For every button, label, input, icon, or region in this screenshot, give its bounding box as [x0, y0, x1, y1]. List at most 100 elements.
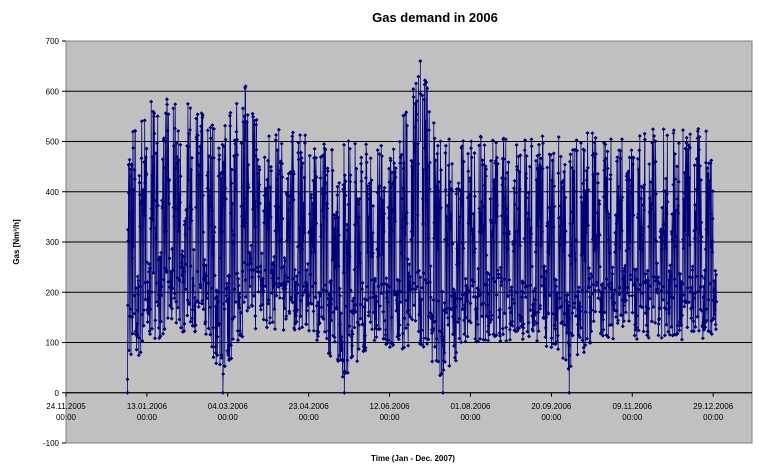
data-point	[339, 311, 343, 316]
data-point	[288, 297, 293, 302]
data-point	[428, 264, 433, 269]
data-point	[325, 206, 330, 211]
data-point	[705, 166, 710, 171]
data-point	[657, 281, 662, 286]
data-point	[713, 322, 718, 327]
data-point	[235, 271, 240, 276]
data-point	[220, 229, 225, 234]
data-point	[694, 157, 699, 161]
data-point	[526, 320, 531, 325]
data-point	[501, 332, 506, 337]
data-point	[409, 237, 414, 242]
data-point	[504, 325, 509, 330]
data-point	[432, 220, 437, 225]
data-point	[643, 271, 648, 276]
data-point	[536, 168, 541, 173]
data-point	[436, 359, 441, 364]
data-point	[401, 166, 406, 171]
data-point	[637, 246, 642, 251]
data-point	[687, 275, 692, 279]
x-tick-label-time: 00:00	[703, 413, 724, 422]
data-point	[587, 276, 592, 281]
data-point	[658, 235, 663, 240]
data-point	[598, 309, 603, 314]
data-point	[685, 286, 690, 291]
data-point	[593, 288, 598, 293]
data-point	[456, 260, 461, 265]
data-point	[384, 276, 389, 281]
data-point	[305, 282, 310, 287]
data-point	[434, 213, 439, 218]
data-point	[441, 390, 445, 395]
data-point	[130, 331, 135, 336]
data-point	[547, 251, 551, 256]
data-point	[237, 291, 242, 296]
data-point	[142, 118, 147, 123]
data-point	[209, 156, 214, 160]
data-point	[503, 176, 508, 181]
data-point	[685, 325, 690, 330]
data-point	[513, 202, 517, 207]
data-point	[297, 226, 302, 230]
x-tick-label-time: 00:00	[541, 413, 562, 422]
data-point	[569, 261, 574, 266]
data-point	[585, 131, 590, 135]
data-point	[539, 274, 544, 279]
data-point	[496, 272, 501, 277]
data-point	[617, 285, 622, 290]
data-point	[271, 284, 276, 289]
data-point	[600, 333, 605, 338]
data-point	[443, 151, 448, 155]
data-point	[536, 329, 541, 334]
data-point	[343, 304, 348, 309]
data-point	[701, 295, 706, 300]
data-point	[555, 339, 559, 344]
data-point	[613, 250, 617, 255]
data-point	[460, 307, 465, 312]
data-point	[572, 305, 576, 310]
data-point	[477, 206, 482, 211]
data-point	[389, 206, 394, 211]
data-point	[653, 320, 658, 325]
data-point	[676, 203, 681, 208]
data-point	[618, 156, 623, 161]
data-point	[284, 314, 289, 319]
data-point	[183, 287, 188, 292]
data-point	[667, 305, 672, 310]
data-point	[607, 285, 612, 290]
data-point	[174, 299, 178, 304]
data-point	[581, 345, 586, 350]
data-point	[291, 130, 295, 135]
data-point	[386, 289, 390, 294]
data-point	[582, 350, 586, 355]
data-point	[413, 318, 418, 323]
data-point	[451, 287, 456, 292]
data-point	[321, 287, 326, 292]
data-point	[202, 257, 207, 262]
data-point	[674, 284, 678, 288]
data-point	[548, 293, 552, 298]
data-point	[479, 200, 484, 204]
data-point	[699, 274, 704, 279]
data-point	[413, 287, 418, 292]
data-point	[226, 353, 231, 358]
data-point	[678, 272, 683, 276]
data-point	[469, 146, 473, 151]
data-point	[597, 198, 602, 203]
data-point	[287, 311, 292, 316]
data-point	[131, 187, 136, 192]
data-point	[400, 225, 405, 230]
x-tick-label: 24.11.2005	[46, 402, 86, 411]
data-point	[618, 246, 623, 250]
data-point	[418, 275, 423, 280]
data-point	[328, 278, 333, 283]
data-point	[257, 167, 262, 172]
data-point	[510, 319, 515, 324]
data-point	[593, 152, 598, 156]
data-point	[466, 169, 471, 174]
data-point	[136, 353, 141, 358]
data-point	[178, 200, 183, 205]
data-point	[417, 312, 422, 317]
data-point	[386, 338, 391, 343]
data-point	[693, 203, 698, 207]
